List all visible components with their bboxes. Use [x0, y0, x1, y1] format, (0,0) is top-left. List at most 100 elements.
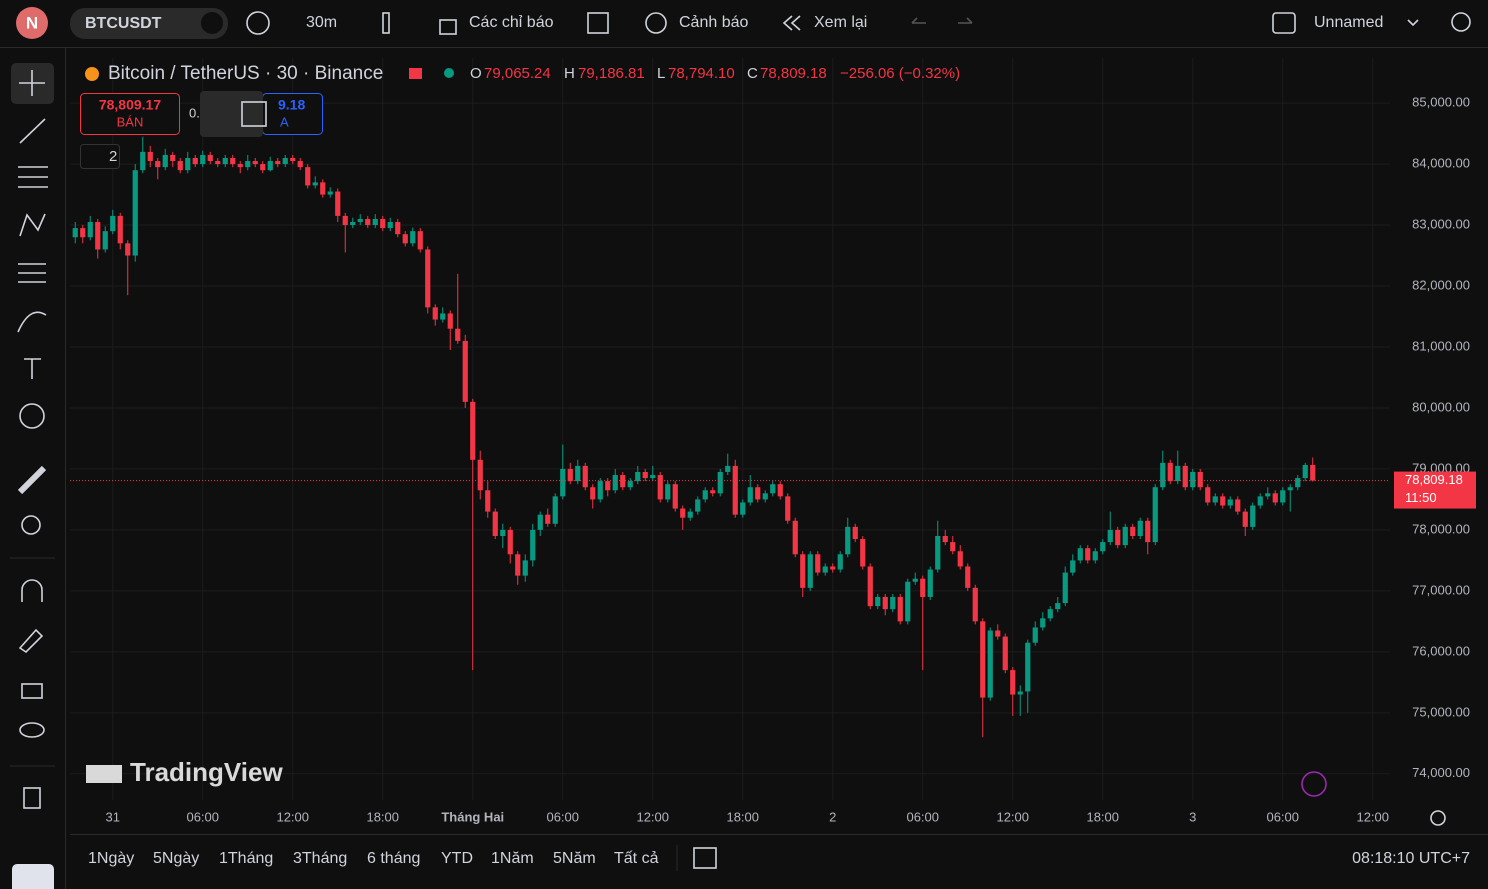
candle-body	[215, 161, 221, 165]
diamond-icon[interactable]	[201, 12, 223, 34]
sell-button[interactable]	[80, 93, 180, 135]
alert-icon[interactable]	[645, 12, 667, 34]
candle-body	[170, 154, 176, 162]
high-value: 79,186.81	[578, 65, 645, 82]
candle-body	[507, 529, 513, 555]
x-tick-label: 06:00	[1266, 809, 1299, 824]
indicators-icon[interactable]	[439, 19, 457, 35]
candle-body	[237, 164, 243, 168]
candle-body	[935, 536, 941, 570]
floating-toolbar[interactable]	[200, 91, 263, 137]
candle-body	[732, 465, 738, 515]
alerts-button[interactable]: Cảnh báo	[679, 14, 748, 31]
timeframe-button[interactable]: 1Ngày	[88, 850, 134, 867]
candle-body	[290, 157, 296, 162]
candle-body	[987, 630, 993, 698]
interval[interactable]: 30m	[306, 14, 337, 31]
candle-body	[867, 566, 873, 607]
brush-icon[interactable]	[17, 311, 47, 333]
redo-icon[interactable]	[958, 17, 973, 24]
avatar-letter[interactable]: N	[26, 13, 38, 32]
timeframe-button[interactable]: 1Tháng	[219, 850, 273, 867]
timeframe-button[interactable]: 5Ngày	[153, 850, 199, 867]
replay-icon[interactable]	[782, 15, 801, 31]
candle-body	[972, 587, 978, 622]
flag[interactable]	[409, 68, 422, 79]
layout-menu-icon[interactable]	[1407, 19, 1419, 27]
candle-body	[747, 487, 753, 503]
watermark: TradingView	[130, 757, 283, 787]
candle-body	[845, 526, 851, 555]
undo-icon[interactable]	[911, 17, 926, 24]
date-range-icon[interactable]	[693, 847, 717, 869]
timeframe-button[interactable]: YTD	[441, 850, 473, 867]
indicators-count[interactable]: 2	[109, 148, 117, 165]
timeframe-button[interactable]: 3Tháng	[293, 850, 347, 867]
candle-body	[1280, 490, 1286, 503]
candle-body	[800, 554, 806, 588]
y-tick-label: 81,000.00	[1412, 338, 1470, 353]
buy-price[interactable]: 9.18	[278, 97, 305, 113]
settings-icon[interactable]	[1430, 810, 1446, 826]
add-symbol-icon[interactable]	[246, 11, 270, 35]
candle-body	[477, 459, 483, 491]
candle-body	[942, 536, 948, 543]
candle-body	[927, 569, 933, 597]
sell-label[interactable]: BÁN	[117, 114, 144, 129]
low-value: 78,794.10	[668, 65, 735, 82]
candle-body	[702, 490, 708, 500]
candle-body	[650, 475, 656, 479]
indicators-toggle[interactable]	[80, 144, 120, 169]
candle-body	[1160, 462, 1166, 488]
trend-line-icon[interactable]	[19, 118, 46, 144]
y-tick-label: 74,000.00	[1412, 765, 1470, 780]
crosshair-icon[interactable]	[19, 70, 45, 96]
lock-drawing-icon[interactable]	[18, 628, 44, 654]
symbol-search[interactable]	[70, 8, 228, 39]
layout-icon[interactable]	[1272, 12, 1296, 34]
select-icon[interactable]	[241, 101, 267, 127]
candle-body	[965, 566, 971, 588]
lightning-icon[interactable]	[1301, 771, 1327, 797]
candle-body	[1055, 603, 1061, 610]
layout-name[interactable]: Unnamed	[1314, 14, 1383, 31]
magnet-icon[interactable]	[21, 579, 43, 602]
avatar[interactable]	[16, 7, 48, 39]
favorites-button[interactable]	[12, 864, 54, 889]
forecast-icon[interactable]	[18, 263, 46, 283]
candle-body	[1137, 520, 1143, 537]
zoom-icon[interactable]	[21, 515, 41, 535]
symbol[interactable]: BTCUSDT	[85, 15, 162, 32]
timeframe-button[interactable]: 1Năm	[491, 850, 534, 867]
text-icon[interactable]	[24, 358, 41, 379]
candle-body	[852, 526, 858, 540]
candle-body	[1265, 493, 1271, 497]
candle-body	[1100, 542, 1106, 552]
emoji-icon[interactable]	[19, 403, 45, 429]
candle-body	[245, 161, 251, 168]
quick-search-icon[interactable]	[1451, 12, 1471, 32]
lock-icon[interactable]	[21, 683, 43, 699]
timeframe-button[interactable]: Tất cả	[614, 850, 659, 867]
chart-type-icon[interactable]	[382, 12, 390, 34]
trash-icon[interactable]	[23, 787, 41, 809]
candle-body	[725, 465, 731, 472]
candle-body	[282, 157, 288, 165]
candle-body	[1047, 609, 1053, 619]
timeframe-button[interactable]: 5Năm	[553, 850, 596, 867]
pattern-icon[interactable]	[19, 213, 46, 237]
visibility-icon[interactable]	[19, 722, 45, 738]
candle-body	[567, 468, 573, 482]
replay-button[interactable]: Xem lại	[814, 14, 867, 31]
candle-body	[222, 157, 228, 165]
buy-label[interactable]: A	[280, 114, 289, 129]
clock[interactable]: 08:18:10 UTC+7	[1352, 850, 1470, 867]
x-tick-label: 12:00	[276, 809, 309, 824]
candle-body	[462, 340, 468, 402]
templates-icon[interactable]	[587, 12, 609, 34]
timeframe-button[interactable]: 6 tháng	[367, 850, 420, 867]
indicators-button[interactable]: Các chỉ báo	[469, 14, 554, 31]
ruler-icon[interactable]	[17, 465, 47, 495]
fib-icon[interactable]	[18, 166, 48, 188]
sell-price[interactable]: 78,809.17	[99, 97, 161, 113]
